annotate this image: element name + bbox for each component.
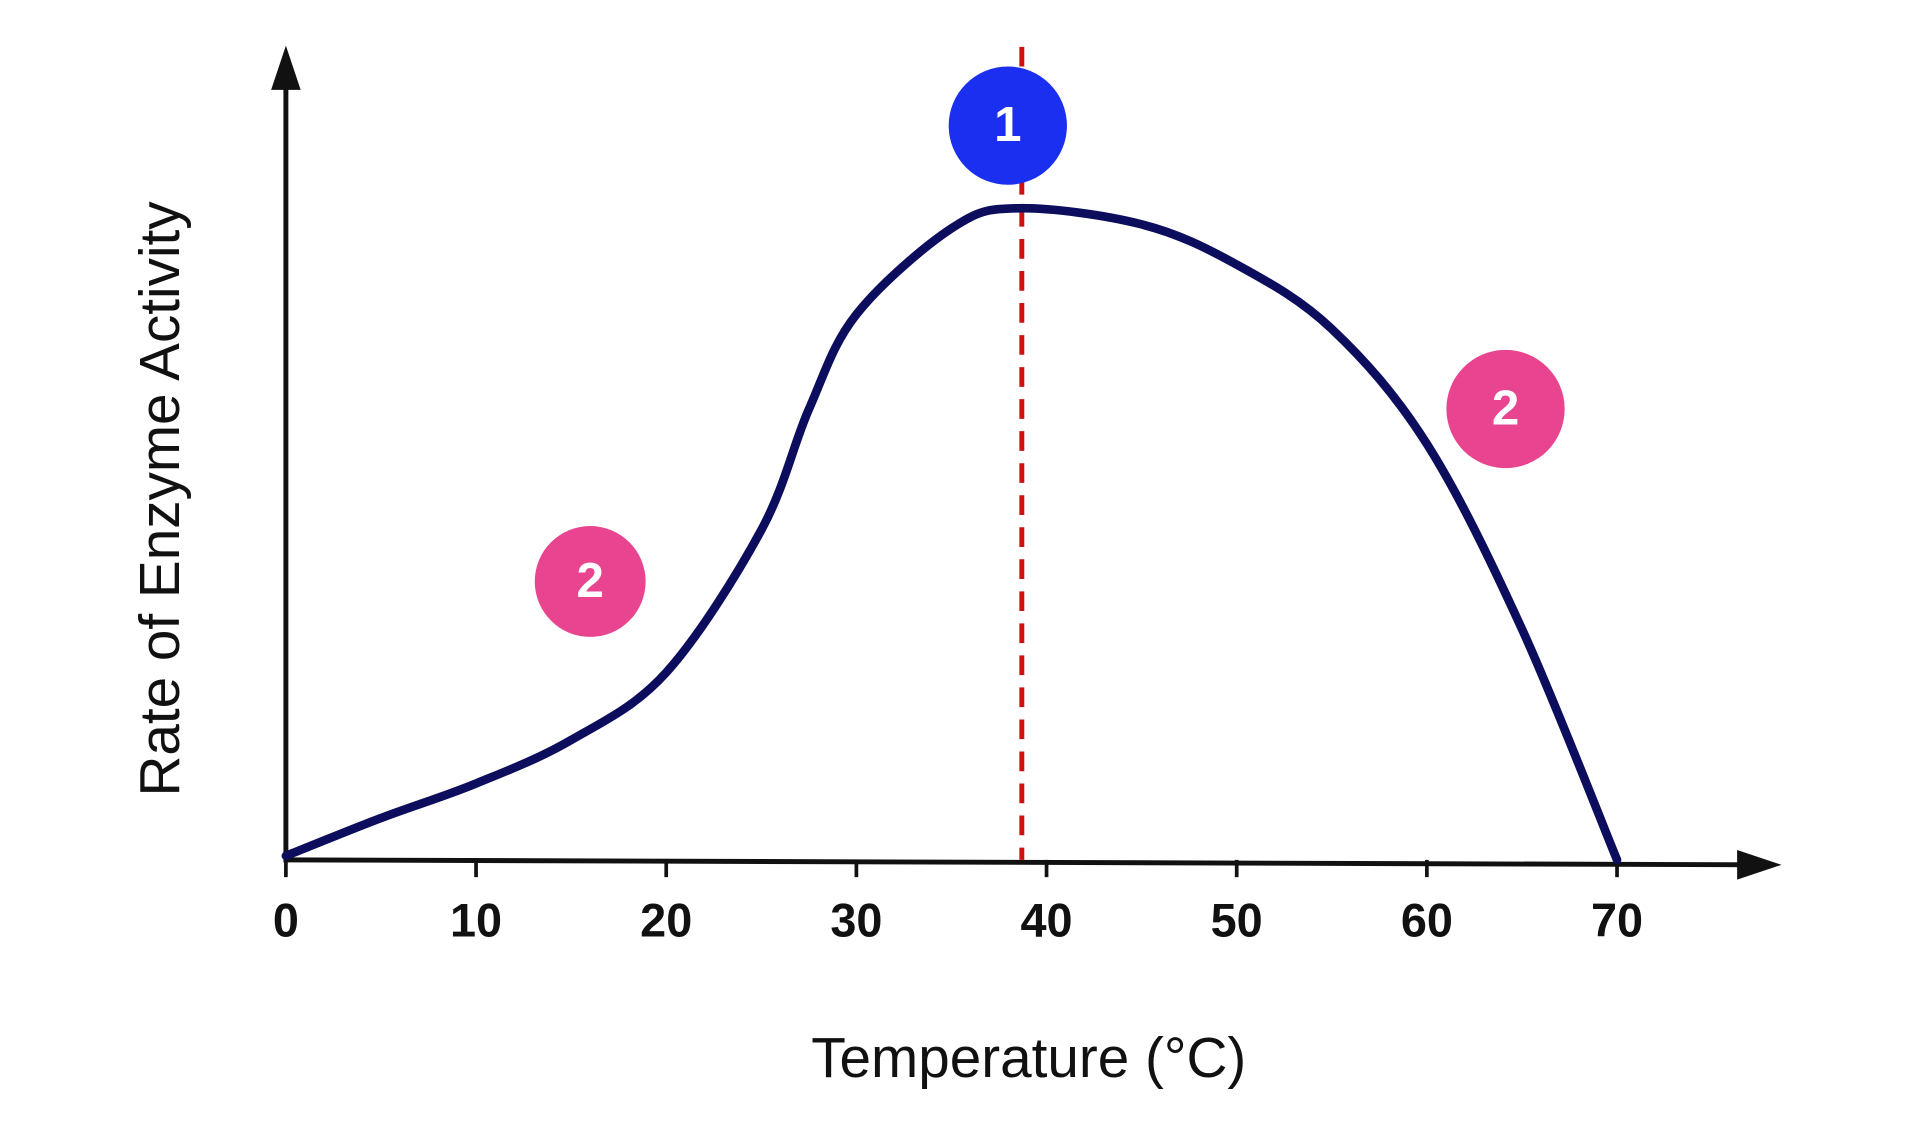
- y-axis-arrow: [271, 45, 301, 90]
- x-axis: [285, 857, 1765, 868]
- x-tick-label: 30: [830, 894, 882, 946]
- x-tick-label: 20: [640, 894, 692, 946]
- annotation-badge: [534, 526, 646, 637]
- x-tick-label: 60: [1401, 894, 1453, 946]
- y-axis-title: Rate of Enzyme Activity: [129, 201, 192, 797]
- x-tick-label: 10: [450, 894, 502, 946]
- x-axis-title: Temperature (°C): [811, 1027, 1246, 1090]
- x-tick-label: 70: [1591, 894, 1643, 946]
- curve: [281, 203, 1622, 865]
- annotation-badge: [948, 66, 1067, 185]
- annotation-label: 2: [576, 553, 603, 608]
- annotation-label: 1: [994, 97, 1021, 152]
- annotation-badge: [1446, 349, 1565, 469]
- x-tick-label: 0: [273, 894, 299, 946]
- x-axis-arrow: [1737, 850, 1782, 880]
- annotation-label: 2: [1492, 380, 1519, 435]
- x-tick-label: 50: [1211, 894, 1263, 946]
- x-tick-label: 40: [1021, 894, 1073, 946]
